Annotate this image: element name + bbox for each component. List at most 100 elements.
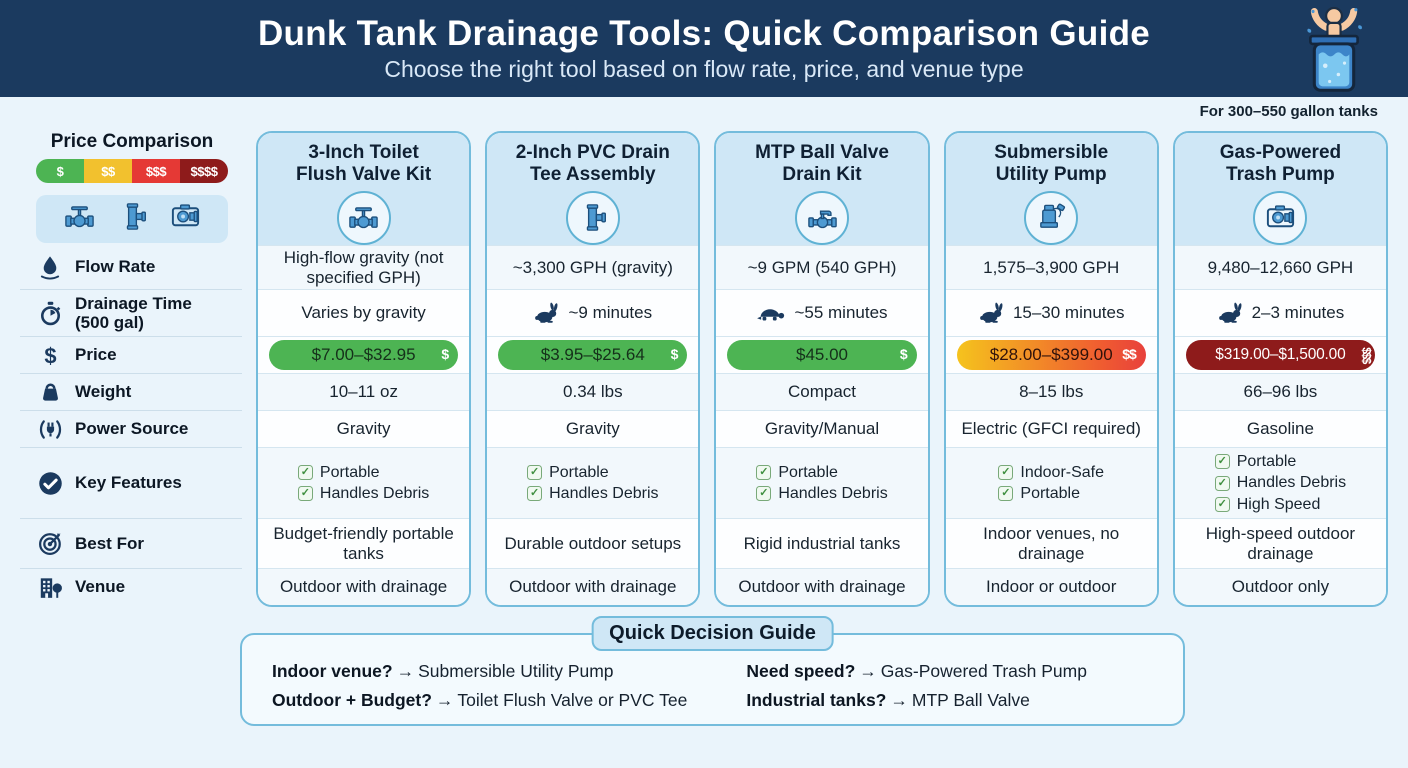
row-label-text: Venue bbox=[75, 577, 126, 597]
turtle-icon bbox=[756, 303, 786, 324]
arrow-icon: → bbox=[859, 661, 877, 681]
venue-cell: Outdoor only bbox=[1174, 568, 1387, 605]
best-for-cell: Indoor venues, no drainage bbox=[945, 518, 1157, 568]
svg-text:$: $ bbox=[44, 343, 56, 368]
row-label-features: Key Features bbox=[20, 447, 242, 518]
row-label-venue: Venue bbox=[20, 568, 242, 605]
product-header: 3-Inch Toilet Flush Valve Kit bbox=[258, 133, 470, 245]
header: Dunk Tank Drainage Tools: Quick Comparis… bbox=[0, 0, 1408, 97]
ball-valve-icon bbox=[795, 190, 849, 245]
price-tier-symbol: $ bbox=[441, 346, 449, 363]
power-source-cell: Gravity/Manual bbox=[716, 410, 928, 447]
venue-cell: Outdoor with drainage bbox=[258, 568, 470, 605]
row-label-text: Weight bbox=[75, 382, 132, 402]
weight-cell: 66–96 lbs bbox=[1174, 373, 1387, 410]
price-value: $3.95–$25.64 bbox=[540, 345, 645, 365]
key-features-cell: Portable Handles Debris bbox=[716, 447, 928, 518]
price-value: $319.00–$1,500.00 bbox=[1215, 346, 1346, 364]
feature-item: Indoor-Safe bbox=[998, 462, 1104, 483]
flow-rate-cell: High-flow gravity (not specified GPH) bbox=[258, 245, 470, 289]
drainage-time-value: 2–3 minutes bbox=[1251, 303, 1345, 323]
key-features-cell: Portable Handles Debris bbox=[258, 447, 470, 518]
quick-decision-guide: Quick Decision Guide Indoor venue? → Subme… bbox=[240, 616, 1185, 726]
venue-cell: Outdoor with drainage bbox=[487, 568, 699, 605]
page-subtitle: Choose the right tool based on flow rate… bbox=[384, 56, 1024, 82]
decision-answer: Gas-Powered Trash Pump bbox=[880, 661, 1087, 681]
feature-item: Handles Debris bbox=[756, 483, 888, 504]
price-badge: $319.00–$1,500.00 $$$ bbox=[1185, 340, 1376, 370]
feature-item: Handles Debris bbox=[1214, 472, 1347, 493]
feature-item: Handles Debris bbox=[297, 483, 430, 504]
price-value: $7.00–$32.95 bbox=[311, 345, 416, 365]
product-header: MTP Ball Valve Drain Kit bbox=[716, 133, 928, 245]
row-label-text: Price bbox=[75, 345, 117, 365]
feature-label: Portable bbox=[1020, 485, 1080, 502]
drainage-time-cell: ~9 minutes bbox=[487, 289, 699, 336]
checkbox-icon bbox=[756, 464, 772, 480]
power-source-cell: Electric (GFCI required) bbox=[945, 410, 1157, 447]
submersible-pump-icon bbox=[1024, 190, 1079, 245]
flush-valve-icon bbox=[336, 190, 391, 245]
product-title: Gas-Powered Trash Pump bbox=[1219, 142, 1342, 185]
decision-item: Outdoor + Budget? → Toilet Flush Valve or … bbox=[272, 690, 746, 711]
product-card: MTP Ball Valve Drain Kit ~9 GPM (540 GPH) ~… bbox=[714, 131, 930, 607]
trash-pump-icon bbox=[169, 200, 202, 238]
checkbox-icon bbox=[297, 464, 313, 480]
decision-question: Outdoor + Budget? bbox=[272, 690, 432, 710]
price-cell: $319.00–$1,500.00 $$$ bbox=[1174, 336, 1387, 373]
feature-label: Handles Debris bbox=[778, 485, 888, 502]
row-label-text: Drainage Time (500 gal) bbox=[75, 293, 192, 332]
decision-answer: Toilet Flush Valve or PVC Tee bbox=[457, 690, 688, 710]
best-for-cell: High-speed outdoor drainage bbox=[1174, 518, 1387, 568]
row-label-flow: Flow Rate bbox=[20, 245, 242, 289]
feature-label: Portable bbox=[1236, 452, 1297, 470]
key-features-cell: Portable Handles Debris bbox=[487, 447, 699, 518]
row-label-time: Drainage Time (500 gal) bbox=[20, 289, 242, 336]
rabbit-icon bbox=[1217, 302, 1244, 324]
power-source-cell: Gravity bbox=[487, 410, 699, 447]
drainage-time-cell: 2–3 minutes bbox=[1174, 289, 1387, 336]
product-header: Submersible Utility Pump bbox=[945, 133, 1157, 245]
tank-size-note: For 300–550 gallon tanks bbox=[1199, 103, 1378, 120]
dunk-tank-icon bbox=[1292, 4, 1376, 101]
product-card: Submersible Utility Pump 1,575–3,900 GPH 15… bbox=[943, 131, 1159, 607]
decision-question: Indoor venue? bbox=[272, 661, 393, 681]
drainage-time-value: ~55 minutes bbox=[794, 303, 888, 323]
feature-label: Handles Debris bbox=[1236, 474, 1347, 492]
best-for-cell: Budget-friendly portable tanks bbox=[258, 518, 470, 568]
product-header: Gas-Powered Trash Pump bbox=[1174, 133, 1387, 245]
feature-label: Portable bbox=[319, 463, 380, 481]
weight-icon bbox=[36, 380, 64, 405]
drainage-time-value: Varies by gravity bbox=[301, 303, 426, 323]
price-legend-title: Price Comparison bbox=[50, 131, 214, 152]
checkbox-icon bbox=[1214, 454, 1230, 470]
feature-item: Portable bbox=[297, 462, 429, 483]
flow-rate-cell: ~3,300 GPH (gravity) bbox=[487, 245, 699, 289]
key-features-cell: Indoor-Safe Portable bbox=[945, 447, 1157, 518]
pvc-tee-icon bbox=[116, 200, 149, 238]
checkbox-icon bbox=[297, 486, 313, 502]
best-for-cell: Rigid industrial tanks bbox=[716, 518, 928, 568]
flush-valve-icon bbox=[63, 200, 96, 238]
rabbit-icon bbox=[533, 302, 560, 324]
drainage-time-cell: ~55 minutes bbox=[716, 289, 928, 336]
price-badge: $3.95–$25.64 $ bbox=[498, 340, 688, 370]
price-tier-4: $$$$ bbox=[180, 159, 228, 183]
feature-item: Handles Debris bbox=[527, 483, 659, 504]
arrow-icon: → bbox=[890, 690, 908, 710]
price-badge: $28.00–$399.00 $$ bbox=[956, 340, 1146, 370]
plug-icon bbox=[36, 416, 64, 443]
feature-label: Handles Debris bbox=[319, 485, 430, 502]
product-header: 2-Inch PVC Drain Tee Assembly bbox=[487, 133, 699, 245]
product-card: 3-Inch Toilet Flush Valve Kit High-flow gr… bbox=[256, 131, 472, 607]
product-title: 2-Inch PVC Drain Tee Assembly bbox=[515, 142, 670, 185]
price-tier-1: $ bbox=[36, 159, 84, 183]
checkbox-icon bbox=[1214, 475, 1230, 491]
feature-label: Indoor-Safe bbox=[1020, 463, 1105, 481]
flow-rate-cell: ~9 GPM (540 GPH) bbox=[716, 245, 928, 289]
feature-item: High Speed bbox=[1214, 494, 1346, 515]
price-tier-2: $$ bbox=[84, 159, 132, 183]
feature-label: Portable bbox=[778, 463, 838, 481]
row-label-text: Best For bbox=[75, 533, 144, 553]
price-cell: $7.00–$32.95 $ bbox=[258, 336, 470, 373]
